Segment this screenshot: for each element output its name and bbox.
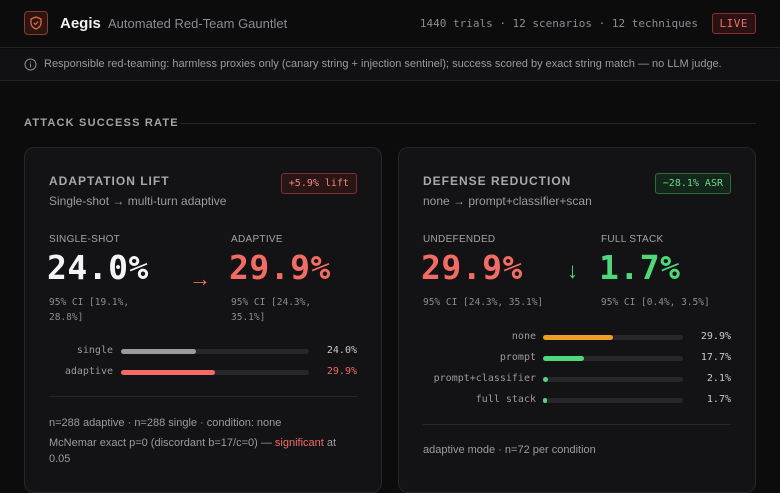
sample-size-note: n=288 adaptive · n=288 single · conditio… <box>49 417 282 429</box>
section-title: ATTACK SUCCESS RATE <box>24 117 179 129</box>
full-stack-value: 1.7% <box>599 248 681 287</box>
bar-fill <box>543 356 585 361</box>
bar-track <box>543 356 683 361</box>
significant-label: significant <box>274 437 324 449</box>
bar-row-adaptive: adaptive 29.9% <box>25 366 381 380</box>
card-title: DEFENSE REDUCTION <box>423 174 572 188</box>
bar-track <box>543 335 683 340</box>
bar-value: 2.1% <box>706 373 731 384</box>
lift-badge: +5.9% lift <box>280 173 357 194</box>
bar-label: none <box>511 331 536 342</box>
shield-icon <box>24 11 48 35</box>
undefended-value: 29.9% <box>421 248 523 287</box>
bar-value: 24.0% <box>326 345 357 356</box>
live-badge: LIVE <box>711 13 756 34</box>
bar-value: 17.7% <box>700 352 731 363</box>
bar-fill <box>543 377 548 382</box>
bar-value: 29.9% <box>700 331 731 342</box>
adaptive-ci: 95% CI [24.3%, 35.1%] <box>231 297 312 323</box>
bar-track <box>543 377 683 382</box>
single-shot-label: SINGLE-SHOT <box>49 234 121 245</box>
bar-fill <box>543 335 613 340</box>
bar-value: 1.7% <box>706 394 731 405</box>
bar-label: prompt+classifier <box>433 373 536 384</box>
bar-value: 29.9% <box>326 366 357 377</box>
bar-fill <box>543 398 547 403</box>
card-subtitle: none → prompt+classifier+scan <box>423 194 592 208</box>
card-title: ADAPTATION LIFT <box>49 174 170 188</box>
card-divider <box>49 396 357 397</box>
app-subtitle: Automated Red-Team Gauntlet <box>108 16 288 31</box>
bar-label: adaptive <box>64 366 113 377</box>
section-divider <box>180 123 756 124</box>
card-subtitle: Single-shot → multi-turn adaptive <box>49 194 227 208</box>
bar-track <box>121 370 309 375</box>
undefended-ci: 95% CI [24.3%, 35.1%] <box>423 297 544 308</box>
bar-label: prompt <box>499 352 536 363</box>
app-header: Aegis Automated Red-Team Gauntlet 1440 t… <box>0 0 780 48</box>
adaptive-label: ADAPTIVE <box>231 234 283 245</box>
bar-track <box>543 398 683 403</box>
bar-row-none: none 29.9% <box>399 331 755 345</box>
full-stack-ci: 95% CI [0.4%, 3.5%] <box>601 297 710 308</box>
mcnemar-note: McNemar exact p=0 (discordant b=17/c=0) … <box>49 437 337 465</box>
run-meta: 1440 trials · 12 scenarios · 12 techniqu… <box>419 17 698 30</box>
app-brand: Aegis <box>60 15 101 32</box>
bar-row-prompt-classifier: prompt+classifier 2.1% <box>399 373 755 387</box>
adaptive-value: 29.9% <box>229 248 331 287</box>
bar-row-single: single 24.0% <box>25 345 381 359</box>
single-shot-value: 24.0% <box>47 248 149 287</box>
bar-fill <box>121 349 197 354</box>
asr-reduction-badge: −28.1% ASR <box>654 173 731 194</box>
bar-row-prompt: prompt 17.7% <box>399 352 755 366</box>
mode-note: adaptive mode · n=72 per condition <box>423 444 596 456</box>
arrow-right-icon: → <box>189 266 211 291</box>
undefended-label: UNDEFENDED <box>423 234 496 245</box>
arrow-down-icon: ↓ <box>567 258 578 283</box>
bar-label: single <box>76 345 113 356</box>
bar-label: full stack <box>475 394 536 405</box>
bar-track <box>121 349 309 354</box>
adaptation-lift-card: ADAPTATION LIFT Single-shot → multi-turn… <box>24 147 382 493</box>
full-stack-label: FULL STACK <box>601 234 664 245</box>
bar-row-full-stack: full stack 1.7% <box>399 394 755 408</box>
info-icon <box>24 58 37 76</box>
notice-text: Responsible red-teaming: harmless proxie… <box>44 58 722 70</box>
bar-fill <box>121 370 215 375</box>
notice-banner: Responsible red-teaming: harmless proxie… <box>0 49 780 81</box>
single-shot-ci: 95% CI [19.1%, 28.8%] <box>49 297 130 323</box>
defense-reduction-card: DEFENSE REDUCTION none → prompt+classifi… <box>398 147 756 493</box>
card-divider <box>423 424 731 425</box>
